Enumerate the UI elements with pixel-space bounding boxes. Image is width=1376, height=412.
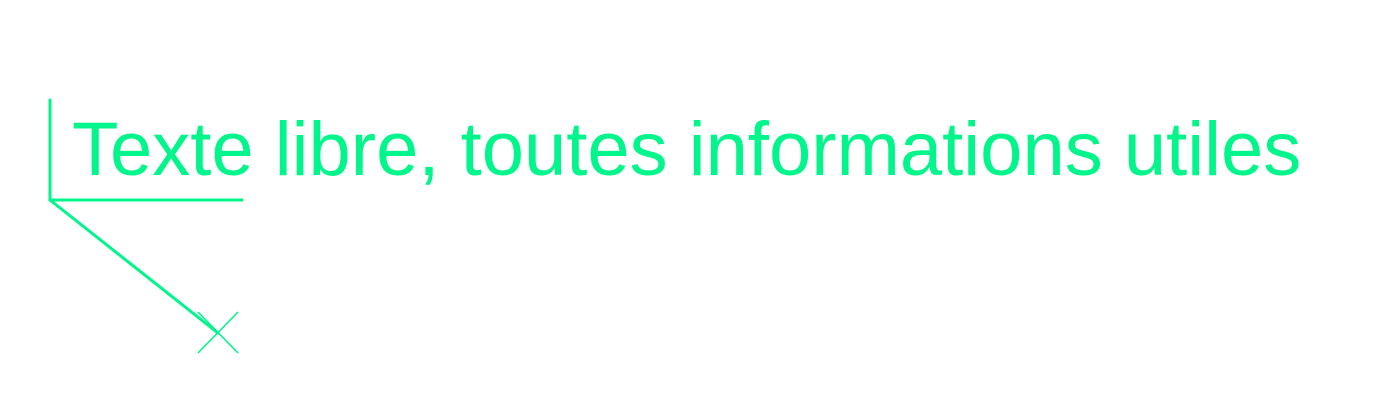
cross-marker-stroke-b	[197, 311, 239, 354]
annotation-text: Texte libre, toutes informations utiles	[72, 107, 1302, 192]
leader-diagonal-line	[48, 198, 220, 335]
cross-marker-icon	[197, 311, 239, 354]
